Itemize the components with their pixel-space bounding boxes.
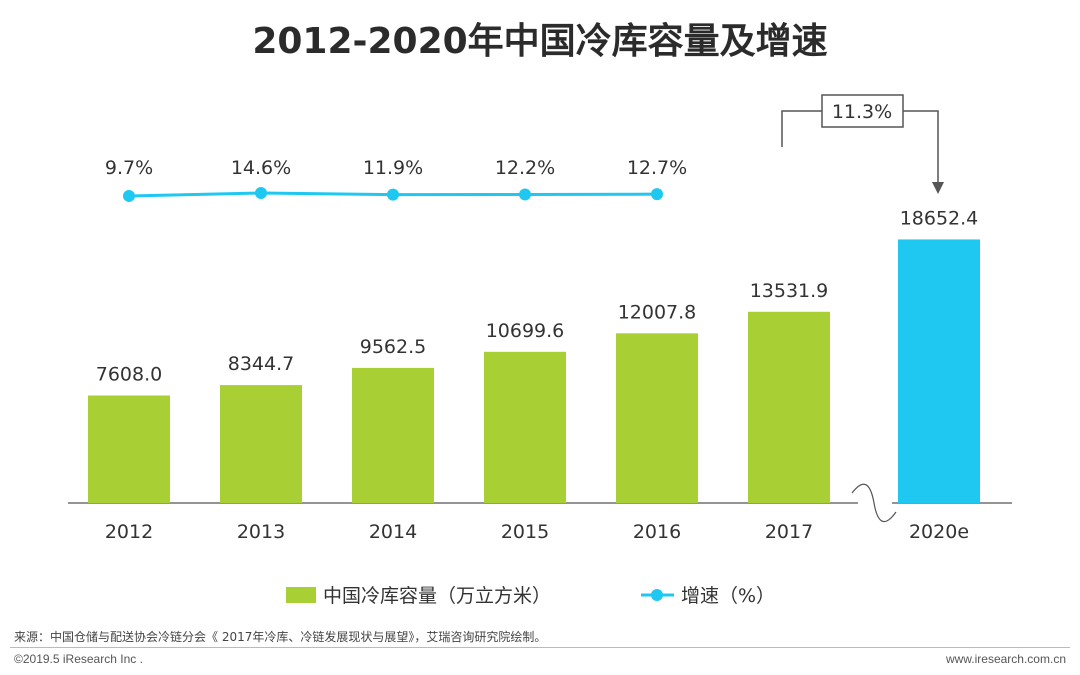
legend-bar-label: 中国冷库容量（万立方米）: [323, 585, 551, 607]
bar-value-label-2014: 9562.5: [360, 336, 426, 358]
growth-label-2014: 14.6%: [231, 157, 291, 179]
cagr-arrow-head: [932, 182, 944, 194]
bar-value-label-2013: 8344.7: [228, 353, 294, 375]
x-tick-label-2016: 2016: [633, 521, 681, 543]
x-tick-label-2013: 2013: [237, 521, 285, 543]
bar-2013: [220, 385, 302, 503]
chart-title: 2012-2020年中国冷库容量及增速: [252, 21, 828, 62]
bar-2020e: [898, 239, 980, 503]
growth-point-2013: [123, 189, 135, 202]
bar-value-label-2017: 13531.9: [750, 280, 829, 302]
bar-2012: [88, 395, 170, 503]
bar-2017: [748, 311, 830, 503]
copyright-text: ©2019.5 iResearch Inc .: [14, 652, 143, 666]
growth-point-2016: [519, 188, 531, 201]
bar-value-label-2015: 10699.6: [486, 320, 565, 342]
bar-value-label-2016: 12007.8: [618, 301, 697, 323]
growth-point-2014: [255, 187, 267, 199]
bar-value-label-2012: 7608.0: [96, 363, 162, 385]
bar-2016: [616, 333, 698, 503]
cagr-connector-left: [781, 110, 822, 147]
legend-line-label: 增速（%）: [681, 585, 775, 607]
bar-value-label-2020e: 18652.4: [900, 207, 979, 229]
website-link[interactable]: www.iresearch.com.cn: [945, 652, 1066, 666]
cagr-connector-right: [903, 110, 939, 185]
growth-label-2016: 12.2%: [495, 157, 555, 179]
chart-area: 7608.0 2012 8344.7 2013 9562.5 2014 10699.6 201…: [68, 94, 1012, 607]
growth-point-2017: [651, 188, 663, 201]
axis-break-mark: [851, 483, 897, 522]
x-tick-label-2020e: 2020e: [909, 521, 969, 543]
cagr-box: [821, 94, 904, 128]
bar-2014: [352, 367, 434, 503]
bar-2015: [484, 351, 566, 503]
footer-divider: [10, 647, 1070, 648]
growth-label-2013: 9.7%: [105, 157, 153, 179]
x-tick-label-2017: 2017: [765, 521, 813, 543]
growth-point-2015: [387, 188, 399, 201]
source-note: 来源：中国仓储与配送协会冷链分会《 2017年冷库、冷链发展现状与展望》，艾瑞咨…: [14, 630, 547, 644]
x-tick-label-2012: 2012: [105, 521, 153, 543]
cagr-label: 11.3%: [832, 101, 892, 123]
growth-label-2017: 12.7%: [627, 157, 687, 179]
legend-bar-swatch: [286, 587, 316, 603]
legend-line-marker: [651, 589, 663, 601]
x-tick-label-2014: 2014: [369, 521, 417, 543]
growth-label-2015: 11.9%: [363, 157, 423, 179]
x-tick-label-2015: 2015: [501, 521, 549, 543]
